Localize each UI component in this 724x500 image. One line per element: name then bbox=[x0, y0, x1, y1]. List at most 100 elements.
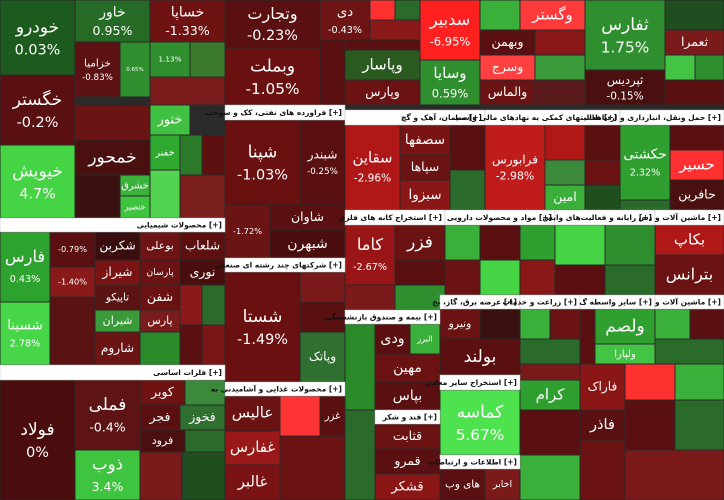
stock-tile[interactable] bbox=[179, 284, 203, 326]
stock-tile[interactable] bbox=[74, 41, 121, 98]
stock-tile[interactable] bbox=[479, 308, 521, 340]
stock-tile[interactable] bbox=[279, 435, 346, 500]
stock-tile[interactable] bbox=[534, 79, 586, 106]
stock-tile[interactable] bbox=[74, 104, 151, 141]
stock-tile[interactable] bbox=[674, 399, 724, 451]
stock-tile[interactable] bbox=[369, 0, 396, 21]
stock-tile[interactable] bbox=[669, 124, 724, 151]
sector-header[interactable] bbox=[224, 381, 346, 397]
stock-tile[interactable] bbox=[484, 468, 521, 500]
stock-tile[interactable] bbox=[139, 284, 181, 311]
stock-tile[interactable] bbox=[139, 451, 183, 500]
stock-tile[interactable] bbox=[344, 323, 376, 411]
stock-tile[interactable] bbox=[0, 301, 51, 366]
stock-tile[interactable] bbox=[664, 29, 724, 56]
stock-tile[interactable] bbox=[394, 0, 421, 21]
stock-tile[interactable] bbox=[619, 199, 671, 211]
stock-tile[interactable] bbox=[0, 231, 51, 303]
stock-tile[interactable] bbox=[299, 271, 346, 303]
stock-tile[interactable] bbox=[399, 124, 451, 156]
stock-tile[interactable] bbox=[604, 264, 656, 296]
stock-tile[interactable] bbox=[224, 430, 281, 466]
sector-header[interactable] bbox=[439, 454, 521, 470]
stock-tile[interactable] bbox=[519, 224, 556, 261]
stock-tile[interactable] bbox=[299, 331, 346, 383]
stock-tile[interactable] bbox=[49, 296, 96, 366]
stock-tile[interactable] bbox=[394, 224, 446, 261]
stock-tile[interactable] bbox=[554, 264, 606, 296]
stock-tile[interactable] bbox=[74, 379, 141, 451]
stock-tile[interactable] bbox=[319, 39, 346, 106]
stock-tile[interactable] bbox=[479, 259, 521, 296]
sector-header[interactable] bbox=[654, 209, 724, 226]
stock-tile[interactable] bbox=[181, 451, 226, 500]
stock-tile[interactable] bbox=[519, 308, 551, 340]
stock-tile[interactable] bbox=[201, 324, 226, 366]
stock-tile[interactable] bbox=[584, 124, 621, 161]
stock-tile[interactable] bbox=[579, 409, 626, 441]
stock-tile[interactable] bbox=[344, 284, 396, 311]
stock-tile[interactable] bbox=[664, 54, 696, 81]
sector-header[interactable] bbox=[0, 364, 226, 381]
stock-tile[interactable] bbox=[579, 439, 626, 500]
stock-tile[interactable] bbox=[0, 0, 76, 76]
stock-tile[interactable] bbox=[149, 41, 191, 78]
stock-tile[interactable] bbox=[549, 308, 581, 340]
sector-header[interactable] bbox=[439, 374, 521, 391]
stock-tile[interactable] bbox=[624, 399, 676, 451]
stock-tile[interactable] bbox=[139, 404, 181, 431]
stock-tile[interactable] bbox=[201, 284, 226, 326]
stock-tile[interactable] bbox=[74, 174, 121, 219]
stock-tile[interactable] bbox=[519, 409, 581, 456]
stock-tile[interactable] bbox=[664, 79, 724, 106]
stock-tile[interactable] bbox=[479, 29, 536, 56]
stock-tile[interactable] bbox=[184, 429, 226, 453]
stock-tile[interactable] bbox=[139, 331, 181, 366]
stock-tile[interactable] bbox=[484, 124, 546, 211]
stock-tile[interactable] bbox=[201, 134, 226, 176]
stock-tile[interactable] bbox=[534, 54, 586, 81]
stock-tile[interactable] bbox=[479, 79, 536, 106]
stock-tile[interactable] bbox=[654, 254, 724, 296]
stock-tile[interactable] bbox=[149, 76, 226, 106]
stock-tile[interactable] bbox=[534, 29, 586, 56]
stock-tile[interactable] bbox=[419, 0, 481, 61]
stock-tile[interactable] bbox=[224, 271, 301, 383]
sector-header[interactable] bbox=[224, 257, 346, 273]
stock-tile[interactable] bbox=[319, 0, 371, 41]
stock-tile[interactable] bbox=[74, 0, 151, 43]
stock-tile[interactable] bbox=[449, 124, 486, 171]
stock-tile[interactable] bbox=[674, 363, 724, 401]
stock-tile[interactable] bbox=[604, 224, 656, 266]
stock-tile[interactable] bbox=[554, 224, 606, 266]
stock-tile[interactable] bbox=[394, 259, 446, 286]
stock-tile[interactable] bbox=[669, 179, 724, 211]
stock-tile[interactable] bbox=[224, 47, 321, 106]
stock-tile[interactable] bbox=[224, 0, 321, 49]
stock-tile[interactable] bbox=[269, 204, 346, 231]
stock-tile[interactable] bbox=[519, 338, 581, 365]
stock-tile[interactable] bbox=[374, 381, 441, 411]
stock-tile[interactable] bbox=[0, 379, 76, 500]
stock-tile[interactable] bbox=[694, 54, 724, 81]
stock-tile[interactable] bbox=[439, 389, 521, 456]
stock-tile[interactable] bbox=[584, 159, 621, 186]
stock-tile[interactable] bbox=[224, 119, 301, 206]
stock-tile[interactable] bbox=[544, 184, 586, 211]
stock-tile[interactable] bbox=[479, 0, 521, 31]
stock-tile[interactable] bbox=[624, 449, 724, 500]
stock-tile[interactable] bbox=[149, 169, 181, 219]
sector-header[interactable] bbox=[619, 109, 724, 126]
sector-header[interactable] bbox=[344, 309, 441, 325]
stock-tile[interactable] bbox=[224, 464, 281, 500]
stock-tile[interactable] bbox=[74, 449, 141, 500]
stock-tile[interactable] bbox=[0, 144, 76, 219]
stock-tile[interactable] bbox=[0, 74, 76, 146]
stock-tile[interactable] bbox=[519, 259, 556, 296]
stock-tile[interactable] bbox=[394, 284, 446, 311]
stock-tile[interactable] bbox=[369, 19, 421, 41]
stock-tile[interactable] bbox=[179, 134, 203, 176]
stock-tile[interactable] bbox=[344, 39, 421, 51]
stock-tile[interactable] bbox=[344, 79, 421, 106]
stock-tile[interactable] bbox=[579, 308, 596, 365]
